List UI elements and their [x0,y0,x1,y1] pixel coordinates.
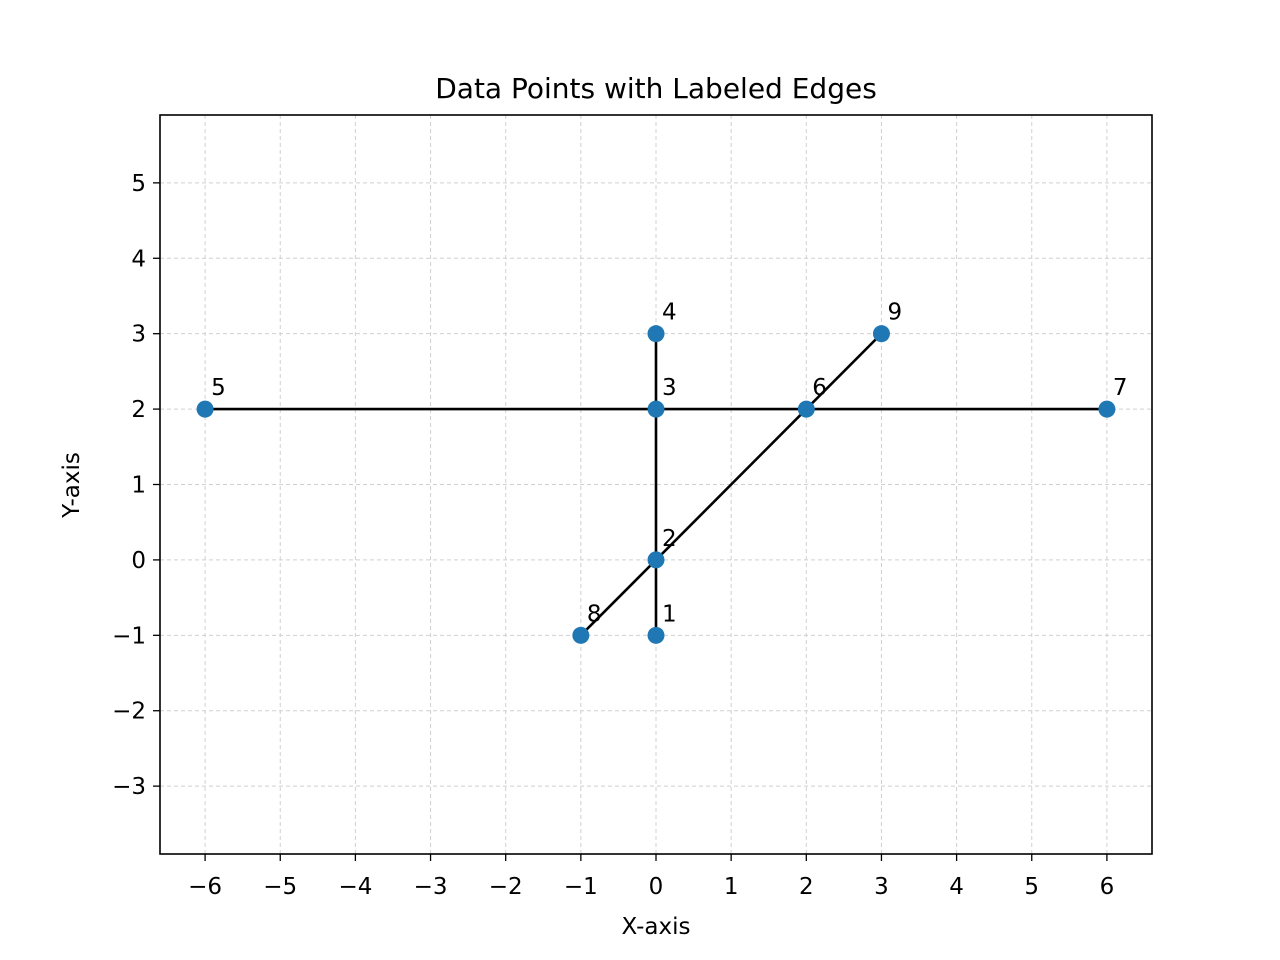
x-tick-label: −3 [414,874,448,900]
point-labels: 1 2 3 4 5 6 7 8 9 [211,300,1127,628]
points [196,325,1116,644]
edge-8-2 [579,558,658,638]
ticks: −6 −5 −4 −3 −2 −1 0 1 2 3 4 5 6 −3 −2 −1 0 1 2 3 4 5 [112,171,1114,900]
point-label-6: 6 [812,375,827,401]
data-point-3 [647,400,665,418]
x-tick-label: −1 [564,874,598,900]
point-label-2: 2 [662,526,677,552]
point-label-7: 7 [1113,375,1128,401]
chart-title: Data Points with Labeled Edges [435,72,877,105]
x-tick-label: −6 [188,874,222,900]
y-tick-label: 3 [131,322,146,348]
point-label-3: 3 [662,375,677,401]
data-point-8 [572,626,590,644]
data-point-6 [797,400,815,418]
x-tick-label: 2 [799,874,814,900]
data-point-4 [647,325,665,343]
edges [203,331,1109,638]
x-tick-label: 0 [649,874,664,900]
x-tick-label: −5 [263,874,297,900]
edge-2-6 [654,407,809,562]
data-point-7 [1098,400,1116,418]
data-point-9 [872,325,890,343]
data-point-2 [647,551,665,569]
point-label-1: 1 [662,601,677,627]
x-tick-label: −4 [338,874,372,900]
x-axis-label: X-axis [622,914,691,940]
x-tick-label: 5 [1024,874,1039,900]
y-tick-label: 1 [131,473,146,499]
x-tick-label: −2 [489,874,523,900]
edge-6-9 [804,331,884,411]
x-tick-label: 4 [949,874,964,900]
data-point-5 [196,400,214,418]
y-tick-label: −3 [112,774,146,800]
x-tick-label: 6 [1100,874,1115,900]
y-axis-label: Y-axis [59,452,85,519]
x-tick-label: 1 [724,874,739,900]
x-tick-label: 3 [874,874,889,900]
y-tick-label: 2 [131,397,146,423]
y-tick-label: −1 [112,623,146,649]
y-tick-label: 5 [131,171,146,197]
y-tick-label: 0 [131,548,146,574]
y-tick-label: 4 [131,246,146,272]
point-label-5: 5 [211,375,226,401]
point-label-8: 8 [587,601,602,627]
point-label-9: 9 [887,300,902,326]
y-tick-label: −2 [112,699,146,725]
point-label-4: 4 [662,300,677,326]
data-point-1 [647,626,665,644]
